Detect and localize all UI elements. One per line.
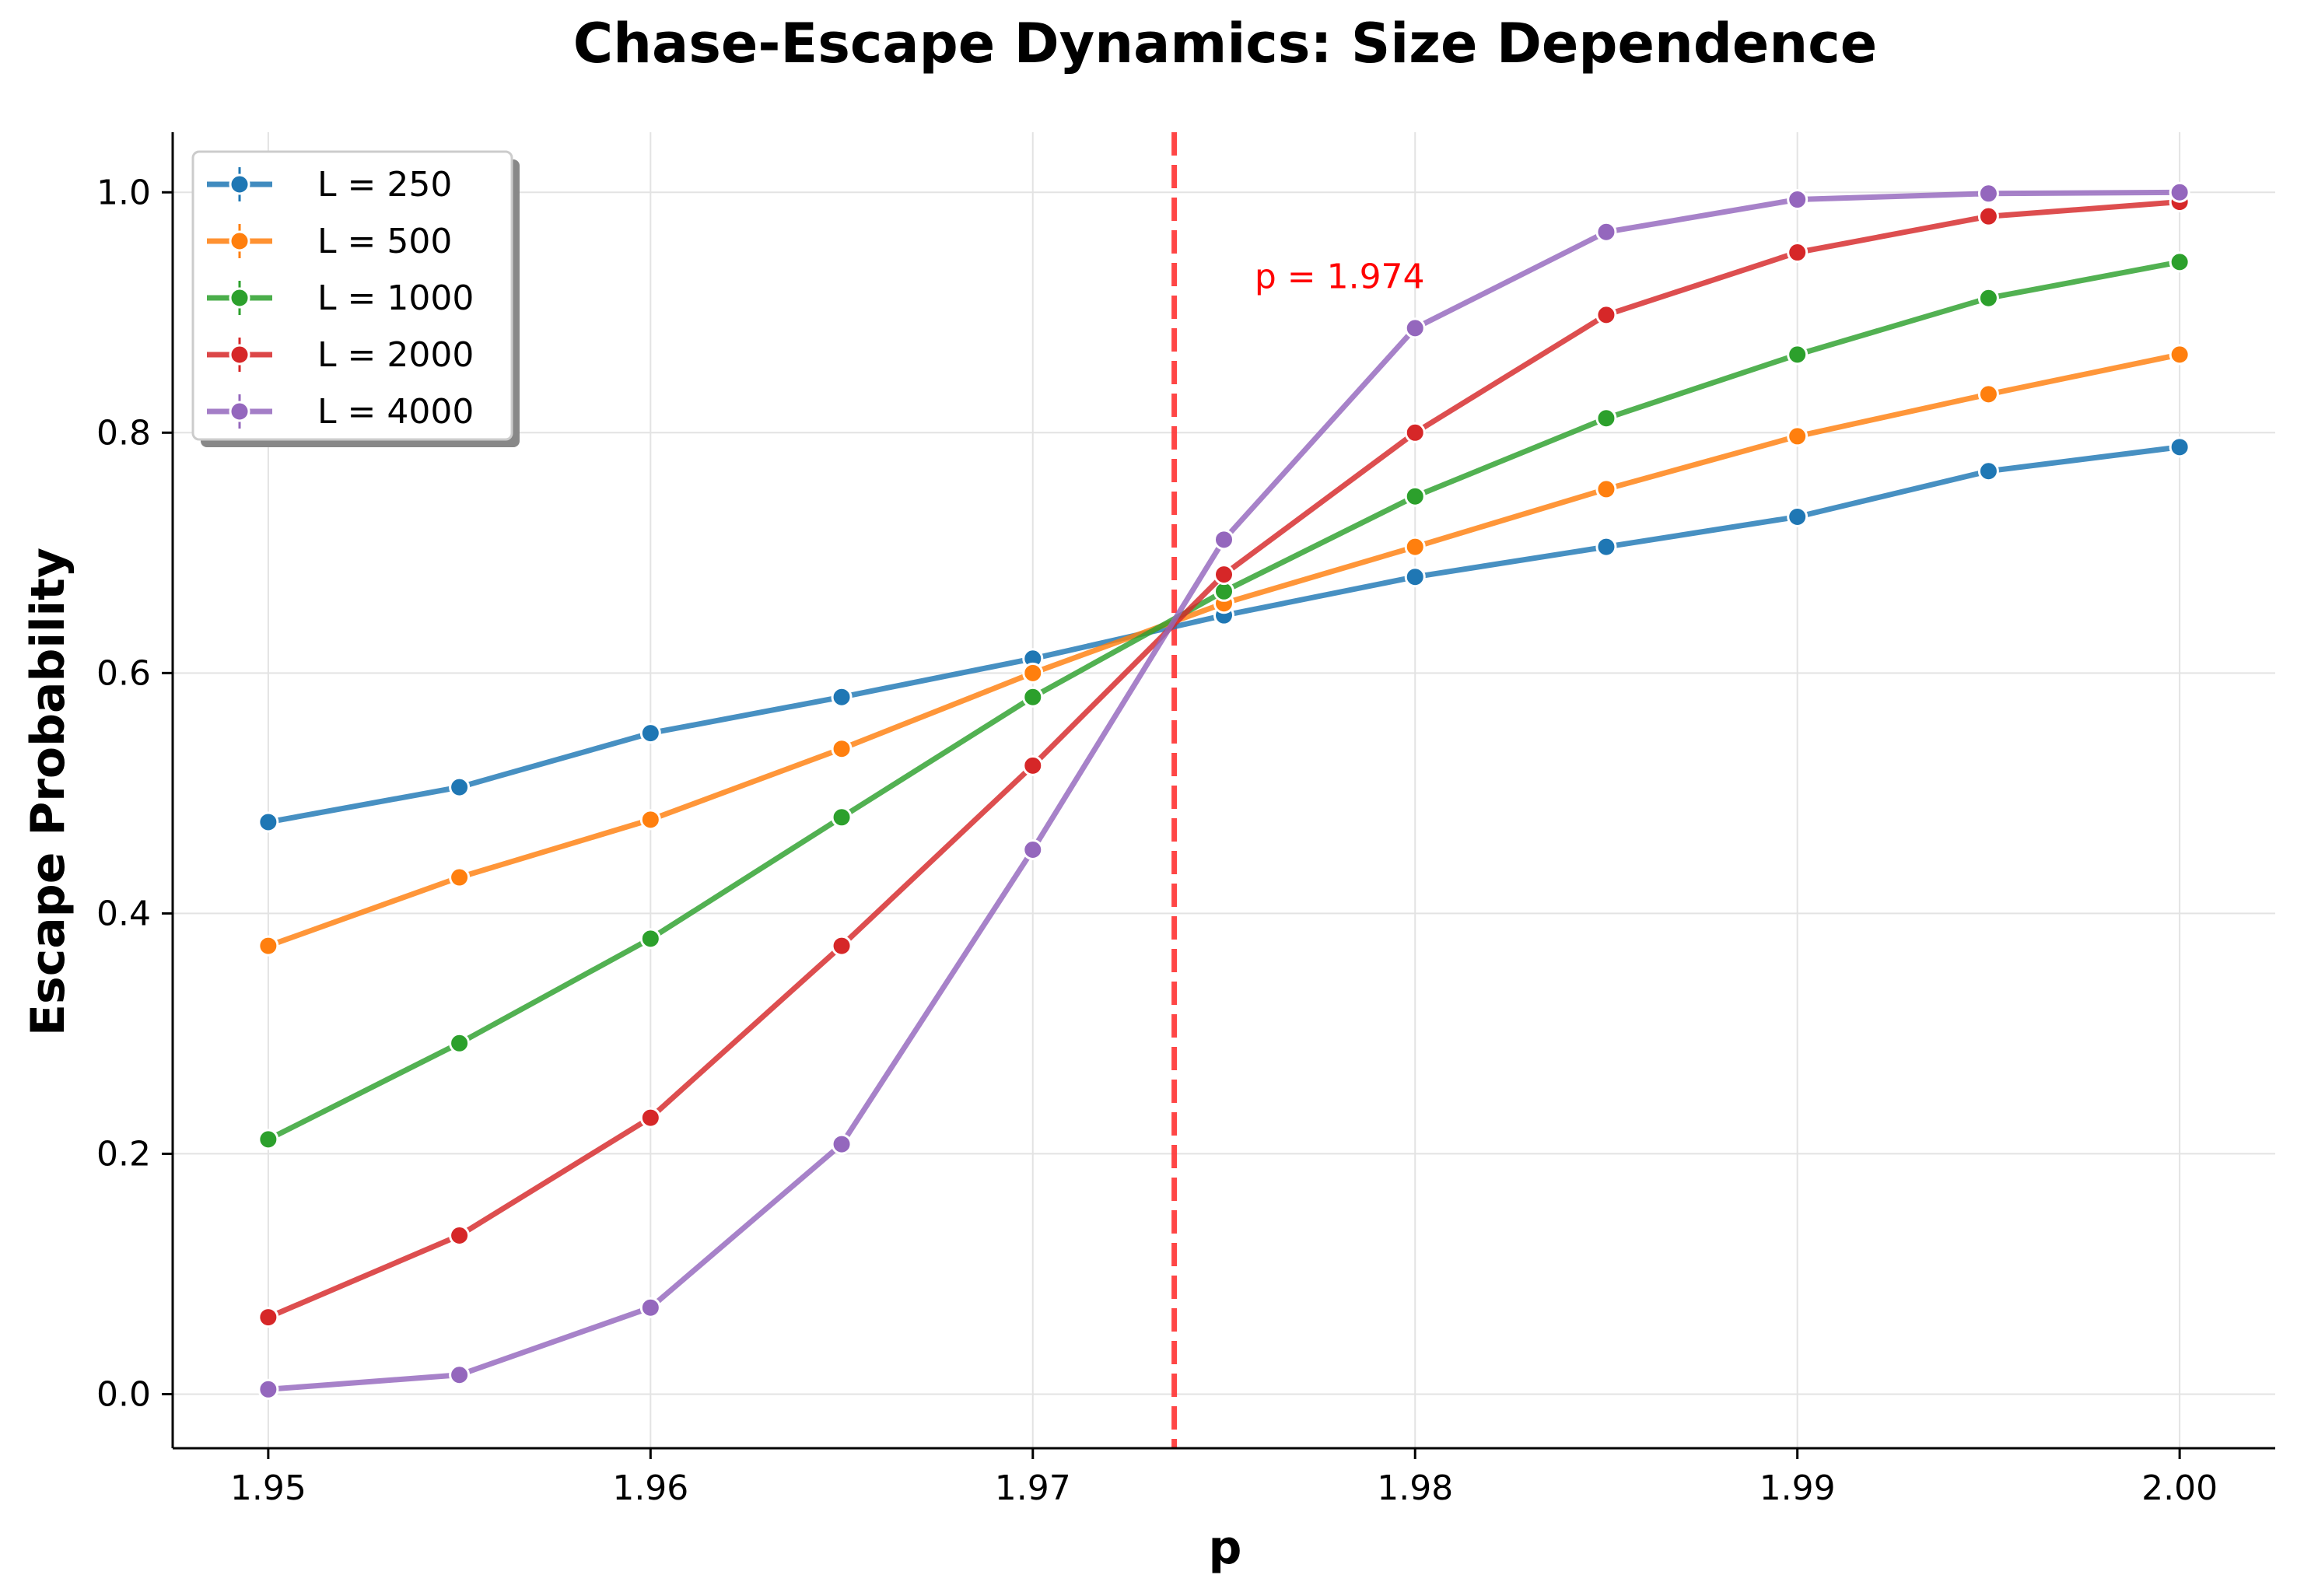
data-point — [1787, 189, 1809, 211]
series-4 — [257, 181, 2190, 1400]
legend-entry-3: L = 2000 — [207, 335, 474, 375]
data-point — [1595, 304, 1617, 326]
critical-point-annotation: p = 1.974 — [1255, 257, 1425, 296]
data-point — [1022, 754, 1044, 776]
legend-entry-1: L = 500 — [207, 222, 452, 261]
data-point — [639, 1107, 661, 1129]
data-point — [1977, 183, 1999, 205]
data-point — [639, 1297, 661, 1318]
y-tick-label: 0.0 — [96, 1374, 151, 1414]
data-point — [1213, 529, 1234, 551]
data-point — [1404, 422, 1426, 443]
data-point — [449, 1224, 471, 1246]
legend-marker — [229, 344, 250, 366]
x-tick-label: 1.95 — [230, 1468, 306, 1508]
x-axis-label: p — [1209, 1521, 1242, 1575]
data-point — [831, 1133, 853, 1155]
data-point — [1595, 408, 1617, 429]
series-3 — [257, 191, 2190, 1328]
data-point — [1787, 425, 1809, 447]
data-point — [257, 1378, 279, 1400]
legend-box — [191, 150, 513, 441]
series-line — [267, 352, 2180, 949]
legend-label: L = 500 — [317, 222, 452, 261]
data-point — [1977, 287, 1999, 309]
data-point — [449, 866, 471, 888]
data-point — [1787, 344, 1809, 366]
data-point — [1022, 662, 1044, 684]
legend-label: L = 1000 — [317, 278, 474, 318]
data-point — [449, 776, 471, 798]
legend-marker — [229, 401, 250, 422]
series-0 — [257, 436, 2190, 833]
chart-title: Chase-Escape Dynamics: Size Dependence — [573, 12, 1877, 75]
legend-entry-2: L = 1000 — [207, 278, 474, 318]
legend-label: L = 250 — [317, 165, 452, 205]
legend-marker — [229, 230, 250, 252]
series-line — [268, 189, 2180, 1392]
y-tick-label: 0.8 — [96, 413, 151, 453]
data-point — [1595, 221, 1617, 243]
data-point — [2169, 436, 2190, 458]
legend-entry-4: L = 4000 — [207, 392, 474, 432]
series-line — [267, 259, 2180, 1143]
data-point — [449, 1364, 471, 1386]
axes — [171, 132, 2275, 1450]
series-layer — [257, 181, 2190, 1400]
legend-label: L = 4000 — [317, 392, 474, 432]
data-point — [1022, 686, 1044, 708]
data-point — [1022, 838, 1044, 860]
data-point — [1977, 383, 1999, 405]
data-point — [831, 935, 853, 957]
x-tick-label: 1.97 — [995, 1468, 1071, 1508]
data-point — [1404, 485, 1426, 507]
y-tick-label: 0.2 — [96, 1134, 151, 1174]
data-point — [1977, 205, 1999, 227]
data-point — [1404, 317, 1426, 339]
y-tick-label: 1.0 — [96, 173, 151, 212]
data-point — [257, 935, 279, 957]
legend-label: L = 2000 — [317, 335, 474, 375]
data-point — [831, 738, 853, 760]
data-point — [831, 807, 853, 828]
data-point — [1977, 460, 1999, 482]
data-point — [639, 723, 661, 744]
data-point — [257, 1307, 279, 1328]
data-point — [1404, 536, 1426, 558]
data-point — [2169, 251, 2190, 273]
data-point — [639, 928, 661, 950]
data-point — [2169, 344, 2190, 366]
data-point — [831, 686, 853, 708]
series-line — [268, 444, 2180, 825]
series-1 — [257, 344, 2190, 957]
legend-marker — [229, 173, 250, 195]
ticks: 1.95 1.96 1.97 1.98 1.99 2.00 0.0 0.2 0.4 0.6 0.8 1… — [96, 173, 2218, 1508]
x-tick-label: 1.99 — [1760, 1468, 1836, 1508]
data-point — [1787, 506, 1809, 527]
legend: L = 250 L = 500 L = 1000 L = 2000 L = 4000 — [191, 150, 520, 447]
data-point — [639, 809, 661, 831]
x-tick-label: 1.98 — [1377, 1468, 1453, 1508]
data-point — [1404, 566, 1426, 588]
y-axis-label: Escape Probability — [21, 548, 75, 1036]
legend-marker — [229, 287, 250, 309]
data-point — [1595, 478, 1617, 500]
data-point — [449, 1032, 471, 1054]
data-point — [2169, 181, 2190, 203]
y-tick-label: 0.4 — [96, 894, 151, 933]
x-tick-label: 2.00 — [2141, 1468, 2218, 1508]
series-2 — [257, 251, 2190, 1150]
data-point — [1595, 536, 1617, 558]
data-point — [1787, 242, 1809, 264]
x-tick-label: 1.96 — [612, 1468, 688, 1508]
data-point — [1213, 564, 1234, 586]
data-point — [257, 1129, 279, 1150]
y-tick-label: 0.6 — [96, 653, 151, 693]
data-point — [257, 811, 279, 833]
legend-entry-0: L = 250 — [207, 165, 452, 205]
